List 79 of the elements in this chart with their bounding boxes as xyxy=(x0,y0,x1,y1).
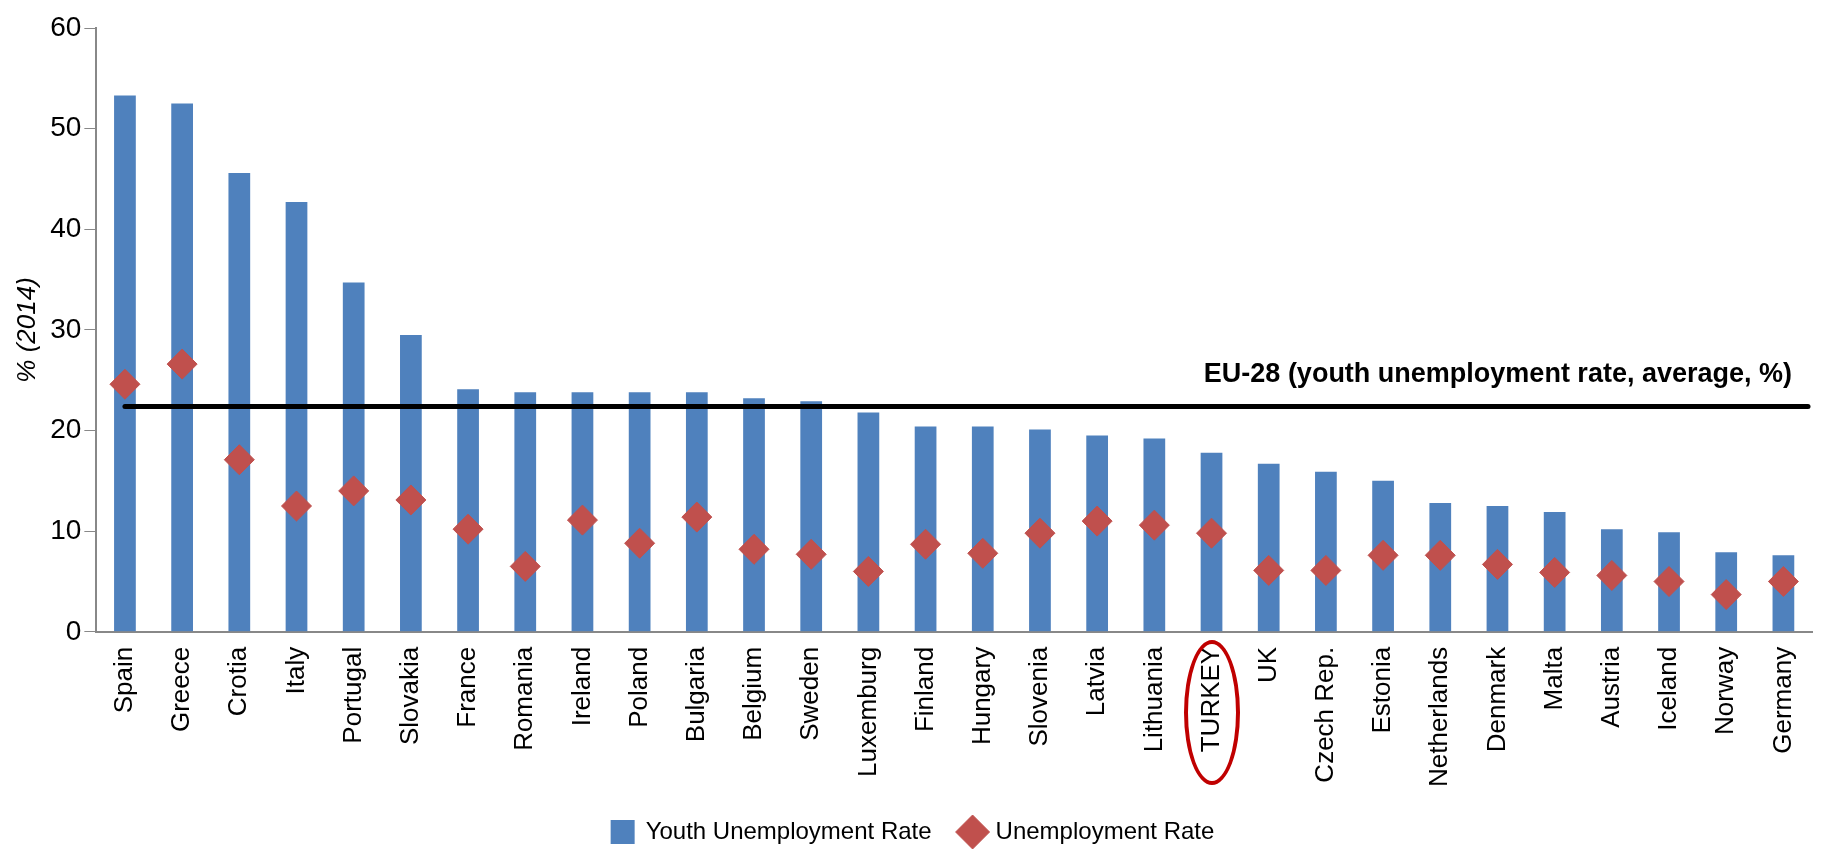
x-tick-label: Iceland xyxy=(1652,646,1683,731)
x-tick-label: Denmark xyxy=(1480,645,1511,753)
y-tick-label: 20 xyxy=(50,413,82,445)
point xyxy=(338,475,370,507)
x-tick-label: TURKEY xyxy=(1194,646,1225,753)
point xyxy=(738,533,770,565)
point xyxy=(910,528,942,560)
x-tick-label: UK xyxy=(1251,646,1282,683)
point xyxy=(852,555,884,587)
point xyxy=(1710,579,1742,611)
x-tick-label: Netherlands xyxy=(1423,646,1454,788)
x-tick-label: Ireland xyxy=(565,646,596,727)
x-tick-label: Czech Rep. xyxy=(1309,646,1340,783)
y-tick-label: 10 xyxy=(50,513,82,545)
point xyxy=(509,550,541,582)
point xyxy=(1081,505,1113,537)
x-tick-label: Portugal xyxy=(336,646,367,744)
x-tick-label: Spain xyxy=(108,646,139,714)
point xyxy=(1481,548,1513,580)
point xyxy=(223,444,255,476)
point xyxy=(452,513,484,545)
x-tick-label: Romania xyxy=(508,646,539,751)
bar xyxy=(1029,429,1051,632)
x-tick-label: Lithuania xyxy=(1137,646,1168,753)
x-tick-label: Germany xyxy=(1766,646,1797,754)
point xyxy=(624,527,656,559)
x-tick-label: Belgium xyxy=(737,646,768,741)
y-tick-label: 40 xyxy=(50,211,82,243)
point xyxy=(1653,565,1685,597)
x-tick-label: Estonia xyxy=(1366,646,1397,734)
bar xyxy=(342,282,365,632)
x-tick-label: Malta xyxy=(1537,646,1568,711)
point xyxy=(395,484,427,516)
bar xyxy=(114,95,136,632)
point xyxy=(1253,554,1285,586)
point xyxy=(1767,565,1799,597)
point xyxy=(566,504,598,536)
point xyxy=(1424,539,1456,571)
ref-line-label: EU-28 (youth unemployment rate, average, %) xyxy=(1203,358,1792,389)
x-tick-label: Greece xyxy=(165,646,196,733)
x-tick-label: Austria xyxy=(1595,646,1626,728)
bar xyxy=(400,334,422,632)
point xyxy=(1596,559,1628,591)
y-tick-label: 30 xyxy=(50,312,82,344)
x-tick-label: Luxemburg xyxy=(851,646,882,777)
point xyxy=(109,368,141,400)
point xyxy=(1138,509,1170,541)
y-axis-title: % (2014) xyxy=(10,277,41,383)
x-tick-label: Slovakia xyxy=(394,646,425,746)
x-tick-label: Bulgaria xyxy=(680,646,710,743)
x-tick-label: Slovenia xyxy=(1023,646,1054,747)
bar xyxy=(971,426,994,632)
point xyxy=(1196,517,1228,549)
bar xyxy=(228,172,251,632)
x-tick-label: Italy xyxy=(279,646,310,695)
legend-label: Unemployment Rate xyxy=(995,816,1215,844)
legend-label: Youth Unemployment Rate xyxy=(645,816,932,844)
y-tick-label: 50 xyxy=(50,111,82,143)
x-tick-label: Finland xyxy=(908,646,939,733)
point xyxy=(967,537,999,569)
y-tick-label: 0 xyxy=(65,614,82,646)
x-tick-label: Latvia xyxy=(1080,646,1111,717)
x-tick-label: Crotia xyxy=(222,646,253,717)
bar xyxy=(285,202,308,632)
x-tick-label: Poland xyxy=(622,646,653,728)
point xyxy=(1539,556,1571,588)
x-tick-label: Sweden xyxy=(794,646,825,741)
point xyxy=(281,490,312,522)
y-tick-label: 60 xyxy=(50,10,82,42)
point xyxy=(166,348,198,380)
point xyxy=(1310,554,1342,586)
point xyxy=(1367,539,1399,571)
point xyxy=(1024,517,1056,549)
bar xyxy=(171,103,193,632)
x-tick-label: Norway xyxy=(1709,646,1740,735)
x-tick-label: France xyxy=(451,646,482,728)
point xyxy=(681,501,713,533)
x-tick-label: Hungary xyxy=(965,646,996,746)
point xyxy=(795,538,827,570)
